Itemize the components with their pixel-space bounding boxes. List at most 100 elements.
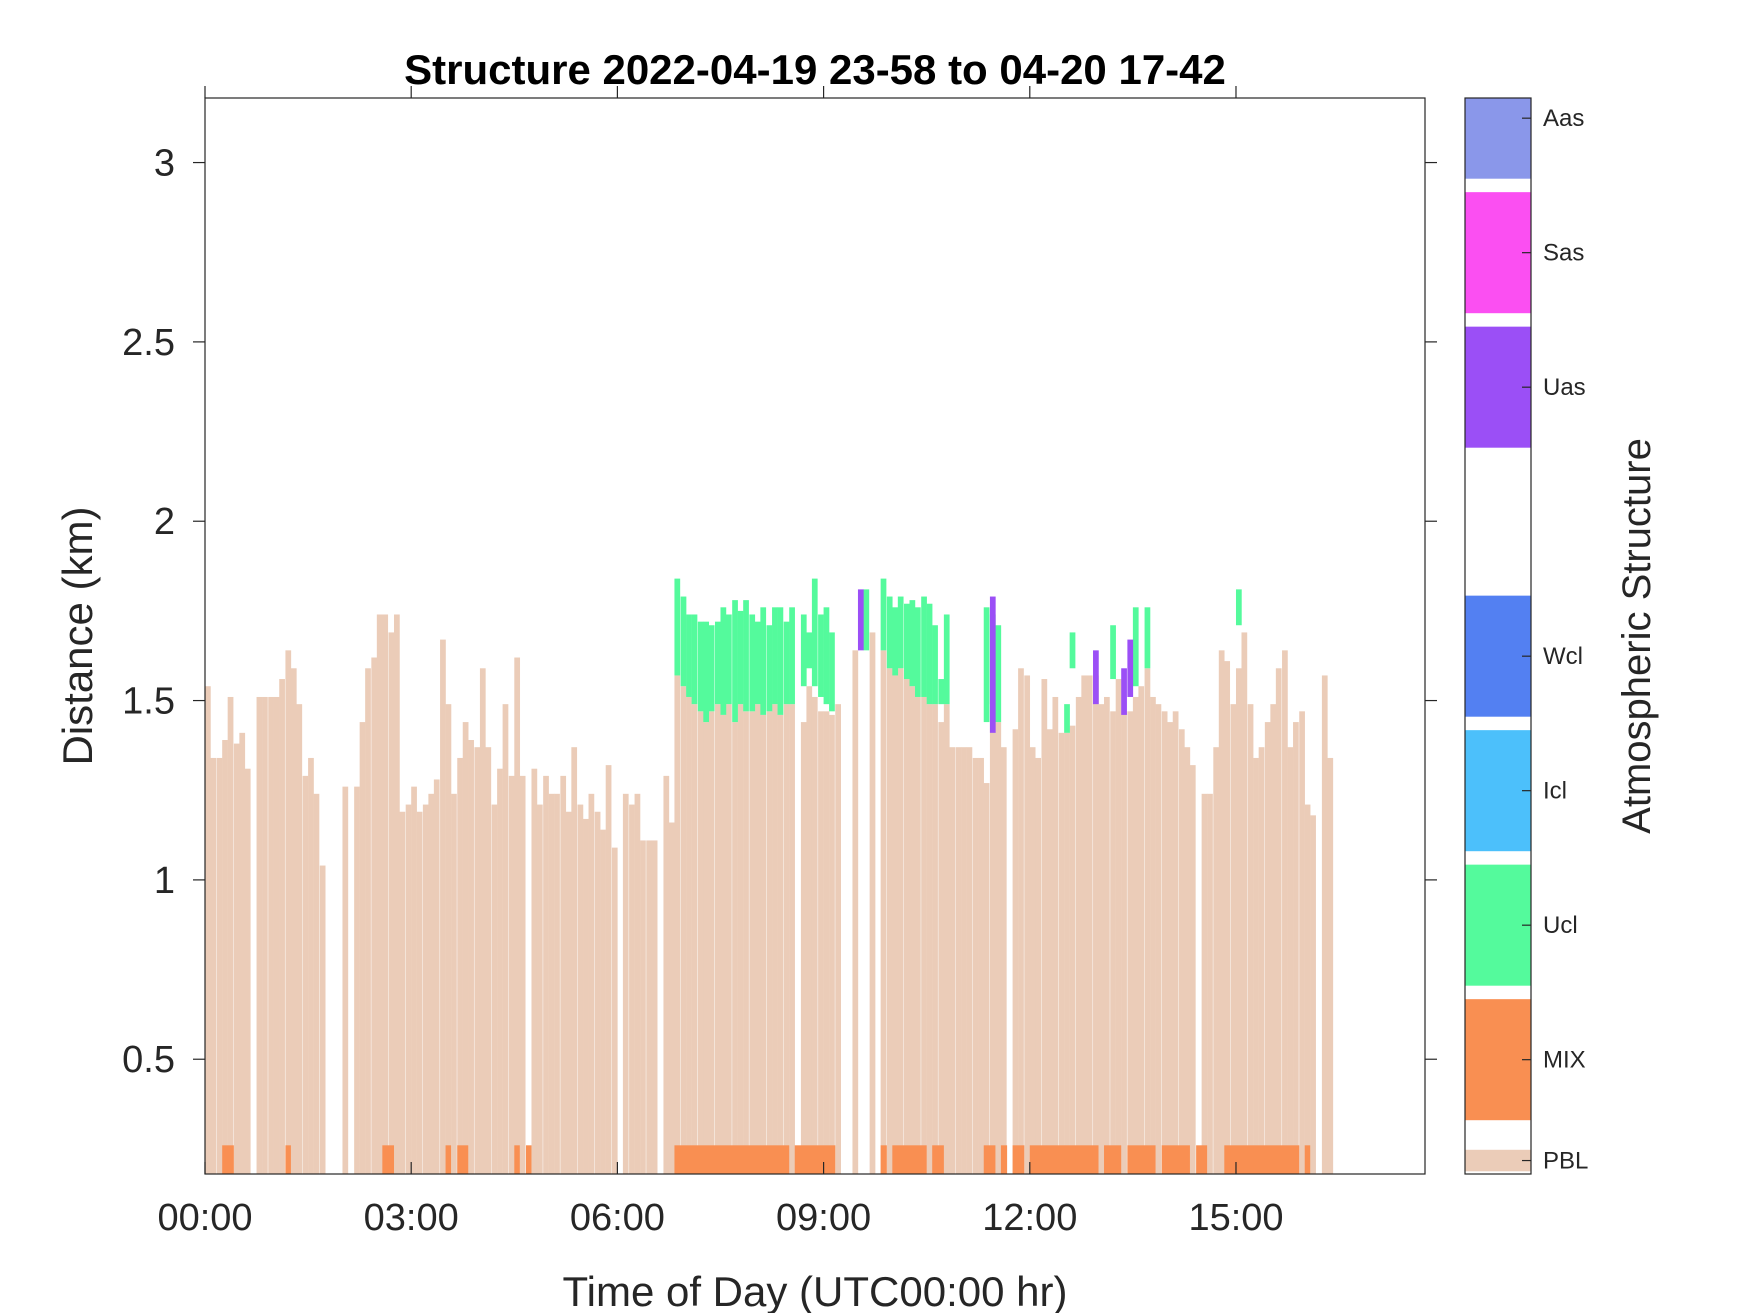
uas-cell — [1127, 639, 1134, 697]
pbl-column — [502, 704, 509, 1174]
ucl-cell — [703, 621, 710, 723]
uas-cell — [857, 589, 864, 651]
pbl-column — [680, 686, 687, 1174]
series-pbl — [205, 614, 1334, 1174]
pbl-column — [1201, 793, 1208, 1174]
pbl-column — [1046, 729, 1053, 1174]
pbl-column — [273, 696, 280, 1174]
ucl-cell — [777, 607, 784, 715]
pbl-column — [1293, 722, 1299, 1174]
pbl-column — [1230, 704, 1237, 1174]
pbl-column — [749, 711, 756, 1174]
x-tick-label: 00:00 — [157, 1197, 252, 1239]
pbl-column — [308, 757, 314, 1174]
ucl-cell — [720, 607, 727, 715]
pbl-column — [651, 840, 658, 1174]
ucl-cell — [708, 625, 715, 712]
pbl-column — [216, 757, 223, 1174]
pbl-column — [222, 740, 228, 1174]
pbl-column — [1104, 696, 1110, 1174]
pbl-column — [897, 668, 904, 1174]
ucl-cell — [863, 589, 870, 651]
mix-cell — [983, 1145, 996, 1174]
pbl-column — [497, 768, 503, 1174]
mix-cell — [892, 1145, 927, 1174]
ucl-cell — [880, 578, 887, 651]
mix-cell — [1104, 1145, 1122, 1174]
tick-layer: 00:00 03:00 06:00 09:00 12:00 15:00 0.5 1 1.5 2 2.… — [122, 86, 1437, 1239]
pbl-column — [640, 840, 646, 1174]
pbl-column — [1184, 747, 1191, 1174]
pbl-column — [1241, 632, 1248, 1174]
pbl-column — [1110, 711, 1116, 1174]
pbl-column — [1052, 696, 1059, 1174]
mix-cell — [457, 1145, 469, 1174]
colorbar-band-wcl — [1465, 595, 1531, 717]
pbl-column — [732, 722, 738, 1174]
pbl-column — [880, 650, 887, 1174]
pbl-column — [1155, 704, 1162, 1174]
colorbar-label-mix: MIX — [1543, 1047, 1586, 1074]
pbl-column — [205, 686, 211, 1174]
pbl-column — [519, 775, 526, 1174]
pbl-column — [646, 840, 652, 1174]
pbl-column — [451, 793, 457, 1174]
mix-cell — [445, 1145, 452, 1174]
pbl-column — [354, 786, 360, 1174]
pbl-column — [479, 668, 486, 1174]
colorbar-band-uas — [1465, 326, 1531, 448]
colorbar-band-pbl — [1465, 1149, 1531, 1172]
pbl-column — [691, 704, 698, 1174]
y-tick-label: 3 — [154, 143, 175, 185]
pbl-column — [342, 786, 349, 1174]
colorbar-title: Atmospheric Structure — [1615, 438, 1659, 834]
pbl-column — [1086, 675, 1093, 1174]
y-tick-label: 1.5 — [122, 681, 175, 723]
mix-cell — [880, 1145, 887, 1174]
pbl-column — [365, 668, 371, 1174]
pbl-column — [1218, 650, 1225, 1174]
ucl-cell — [697, 621, 704, 712]
pbl-column — [697, 711, 704, 1174]
pbl-column — [1144, 668, 1151, 1174]
ucl-cell — [915, 607, 921, 697]
ucl-cell — [680, 596, 687, 687]
mix-cell — [222, 1145, 234, 1174]
pbl-column — [629, 804, 635, 1174]
pbl-column — [605, 765, 612, 1174]
pbl-column — [1264, 722, 1271, 1174]
pbl-column — [1299, 711, 1305, 1174]
pbl-column — [428, 793, 435, 1174]
pbl-column — [686, 696, 692, 1174]
pbl-column — [725, 704, 732, 1174]
pbl-column — [926, 704, 933, 1174]
mix-cell — [382, 1145, 395, 1174]
pbl-column — [1075, 696, 1082, 1174]
pbl-column — [1282, 650, 1288, 1174]
ucl-cell — [995, 625, 1002, 723]
colorbar-label-uas: Uas — [1543, 374, 1586, 401]
pbl-column — [800, 722, 807, 1174]
mix-cell — [1161, 1145, 1190, 1174]
pbl-column — [869, 632, 876, 1174]
pbl-column — [818, 711, 824, 1174]
pbl-column — [571, 747, 578, 1174]
mix-cell — [794, 1145, 836, 1174]
x-tick-label: 06:00 — [570, 1197, 665, 1239]
ucl-cell — [766, 625, 773, 712]
mix-cell — [674, 1145, 790, 1174]
ucl-cell — [760, 607, 767, 715]
pbl-column — [1287, 747, 1294, 1174]
pbl-column — [972, 757, 979, 1174]
pbl-column — [296, 704, 303, 1174]
pbl-column — [416, 811, 423, 1174]
pbl-column — [594, 811, 601, 1174]
pbl-column — [1058, 732, 1065, 1174]
x-tick-label: 12:00 — [982, 1197, 1077, 1239]
pbl-column — [445, 704, 452, 1174]
mix-cell — [1224, 1145, 1300, 1174]
pbl-column — [852, 650, 859, 1174]
pbl-column — [411, 786, 417, 1174]
pbl-column — [565, 811, 572, 1174]
pbl-column — [754, 704, 761, 1174]
